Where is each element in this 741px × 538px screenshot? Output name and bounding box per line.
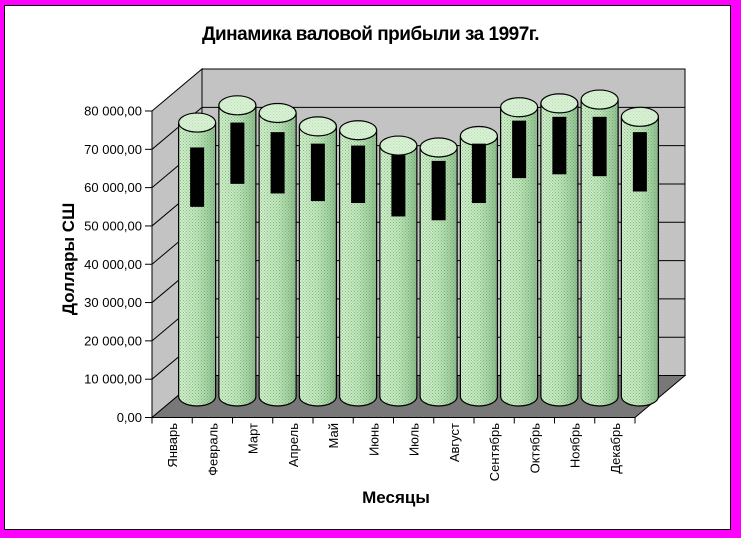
cylinder-top-texture	[420, 137, 458, 157]
cylinder-top-texture	[581, 90, 619, 110]
cylinder-outline	[178, 122, 217, 407]
cylinder-outline	[540, 103, 579, 407]
floating-bar	[270, 132, 285, 194]
month-label: Февраль	[205, 423, 220, 476]
cylinder-outline	[298, 126, 337, 407]
cylinder-outline	[419, 147, 458, 407]
month-label: Сентябрь	[487, 423, 502, 481]
y-tick-label: 10 000,00	[84, 372, 142, 387]
cylinder-outline	[500, 107, 539, 407]
floating-bar	[592, 116, 607, 177]
cylinder-top-texture	[259, 103, 297, 123]
cylinder-top-texture	[218, 95, 256, 115]
cylinder-top-texture	[500, 97, 538, 117]
cylinder-outline	[580, 99, 619, 407]
floating-bar	[471, 143, 486, 204]
cylinder-texture	[500, 107, 538, 406]
cylinder-top-texture	[299, 116, 337, 136]
cylinder-outline	[218, 105, 257, 407]
month-label: Июнь	[366, 423, 381, 456]
cylinder-outline	[258, 112, 297, 407]
cylinder-texture	[420, 147, 458, 406]
cylinder-texture	[581, 99, 619, 406]
month-label: Декабрь	[608, 423, 623, 474]
floating-bar	[230, 122, 245, 184]
cylinder-outline	[459, 135, 498, 407]
month-label: Март	[246, 423, 261, 454]
month-label: Апрель	[286, 423, 301, 467]
cylinder-top-texture	[178, 113, 216, 133]
floating-bar	[310, 143, 325, 202]
y-tick-label: 20 000,00	[84, 333, 142, 348]
cylinder-texture	[178, 122, 216, 407]
cylinder-outline	[379, 145, 418, 407]
floating-bar	[431, 160, 446, 221]
y-tick-label: 80 000,00	[84, 104, 142, 119]
cylinder-texture	[460, 135, 498, 406]
cylinder-texture	[218, 105, 256, 406]
cylinder-outline	[620, 116, 659, 407]
cylinder-texture	[259, 112, 297, 407]
y-axis-title: Доллары СШ	[59, 202, 78, 316]
y-tick-label: 0,00	[117, 410, 142, 425]
cylinder-top-texture	[460, 126, 498, 146]
x-axis-title: Месяцы	[362, 488, 430, 507]
cylinder-texture	[379, 145, 417, 406]
floating-bar	[351, 145, 366, 204]
month-label: Май	[326, 423, 341, 448]
month-label: Ноябрь	[568, 423, 583, 468]
cylinder-top-texture	[540, 93, 578, 113]
floating-bar	[512, 120, 527, 179]
month-label: Январь	[165, 423, 180, 468]
y-tick-label: 50 000,00	[84, 218, 142, 233]
month-label: Август	[447, 423, 462, 462]
floating-bar	[190, 147, 205, 207]
cylinder-top-texture	[379, 136, 417, 156]
y-tick-label: 60 000,00	[84, 180, 142, 195]
cylinder-texture	[540, 103, 578, 407]
month-label: Июль	[407, 423, 422, 456]
y-tick-label: 40 000,00	[84, 257, 142, 272]
chart-title: Динамика валовой прибыли за 1997г.	[201, 24, 540, 45]
y-tick-label: 30 000,00	[84, 295, 142, 310]
cylinder-texture	[621, 116, 659, 406]
cylinder-texture	[299, 126, 337, 406]
floating-bar	[391, 155, 406, 217]
cylinder-outline	[339, 130, 378, 407]
floating-bar	[632, 132, 647, 192]
cylinder-top-texture	[621, 107, 659, 127]
cylinder-texture	[339, 130, 377, 406]
floating-bar	[552, 116, 567, 175]
month-label: Октябрь	[527, 423, 542, 474]
cylinder-top-texture	[339, 120, 377, 140]
y-tick-label: 70 000,00	[84, 142, 142, 157]
